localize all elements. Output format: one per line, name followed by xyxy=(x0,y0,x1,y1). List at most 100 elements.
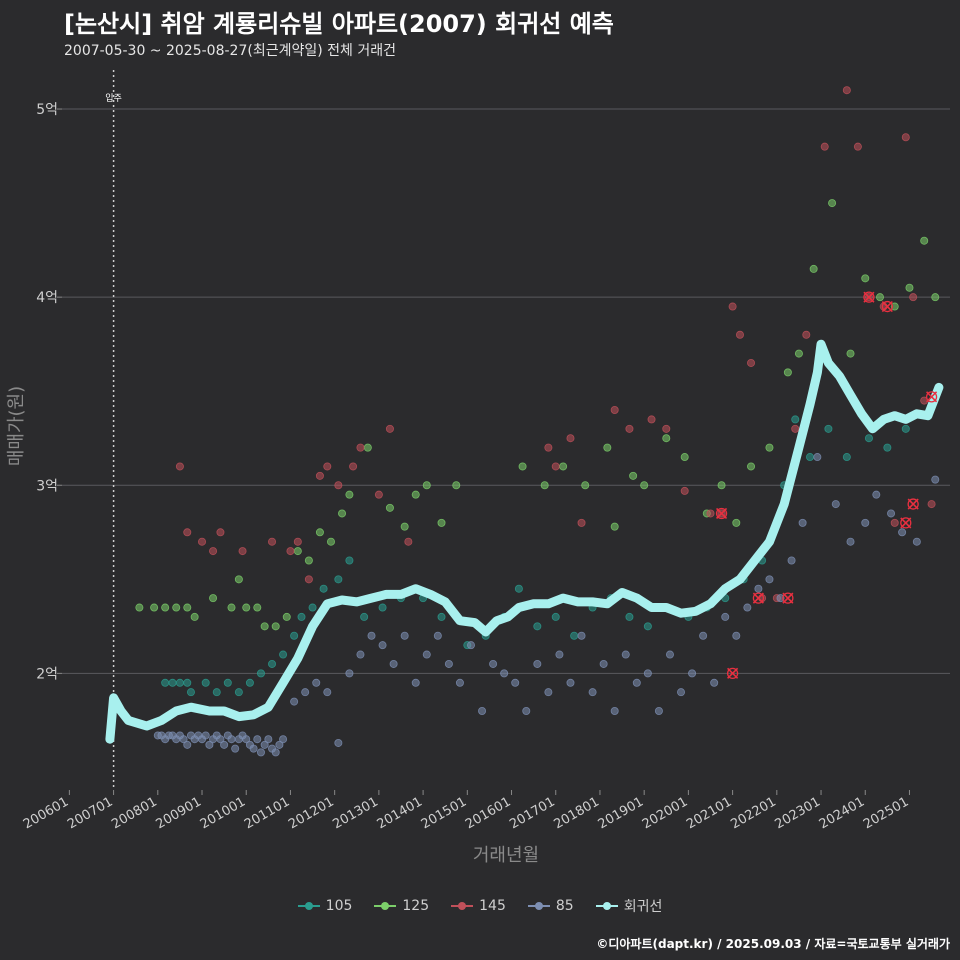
point-85 xyxy=(861,518,870,527)
point-105 xyxy=(514,584,523,593)
legend-item-125: 125 xyxy=(374,896,429,916)
point-85 xyxy=(798,518,807,527)
point-125 xyxy=(809,264,818,273)
x-tick-label: 200901 xyxy=(154,794,204,832)
x-axis-title: 거래년월 xyxy=(473,845,539,866)
point-85 xyxy=(872,490,881,499)
chart-title: [논산시] 취암 계룡리슈빌 아파트(2007) 회귀선 예측 xyxy=(64,10,614,38)
x-tick-label: 202201 xyxy=(728,794,778,832)
legend-item-85: 85 xyxy=(527,896,574,916)
point-85 xyxy=(356,650,365,659)
point-85 xyxy=(433,631,442,640)
point-125 xyxy=(271,622,280,631)
point-125 xyxy=(422,481,431,490)
highlight-cross xyxy=(782,592,794,604)
point-125 xyxy=(190,612,199,621)
highlight-ring xyxy=(752,592,765,604)
point-145 xyxy=(927,500,936,509)
point-125 xyxy=(338,509,347,518)
point-145 xyxy=(183,528,192,537)
highlight-ring xyxy=(715,507,728,520)
y-tick-label: 2억 xyxy=(36,666,58,682)
point-85 xyxy=(216,735,225,744)
point-85 xyxy=(411,678,420,687)
point-105 xyxy=(308,603,317,612)
point-125 xyxy=(931,293,940,302)
point-145 xyxy=(374,490,383,499)
highlight-ring xyxy=(726,667,739,680)
point-85 xyxy=(721,612,730,621)
point-145 xyxy=(842,86,851,95)
point-125 xyxy=(326,537,335,546)
footer-credit: ©디아파트(dapt.kr) / 2025.09.03 / 자료=국토교통부 실… xyxy=(596,937,950,951)
point-145 xyxy=(268,537,277,546)
point-145 xyxy=(216,528,225,537)
x-tick-label: 201401 xyxy=(375,794,425,832)
legend-key-regression xyxy=(595,900,618,912)
highlight-marker xyxy=(863,291,875,303)
point-85 xyxy=(765,575,774,584)
point-125 xyxy=(640,481,649,490)
point-85 xyxy=(201,731,210,740)
point-125 xyxy=(581,481,590,490)
legend-label-125: 125 xyxy=(402,898,430,914)
point-125 xyxy=(452,481,461,490)
point-85 xyxy=(345,669,354,678)
point-85 xyxy=(249,744,258,753)
point-85 xyxy=(846,537,855,546)
point-125 xyxy=(875,293,884,302)
point-145 xyxy=(238,547,247,556)
point-85 xyxy=(887,509,896,518)
point-125 xyxy=(209,594,218,603)
point-105 xyxy=(901,424,910,433)
point-105 xyxy=(290,631,299,640)
point-145 xyxy=(909,293,918,302)
highlight-marker xyxy=(715,507,728,520)
point-105 xyxy=(201,678,210,687)
point-85 xyxy=(275,740,284,749)
point-105 xyxy=(212,688,221,697)
point-125 xyxy=(559,462,568,471)
point-85 xyxy=(776,594,785,603)
point-125 xyxy=(747,462,756,471)
point-125 xyxy=(603,443,612,452)
highlight-marker xyxy=(752,592,765,604)
point-125 xyxy=(518,462,527,471)
point-85 xyxy=(312,678,321,687)
point-105 xyxy=(168,678,177,687)
point-85 xyxy=(220,740,229,749)
point-85 xyxy=(931,475,940,484)
chart-subtitle: 2007-05-30 ~ 2025-08-27(최근계약일) 전체 거래건 xyxy=(64,43,396,59)
point-125 xyxy=(315,528,324,537)
point-125 xyxy=(227,603,236,612)
point-85 xyxy=(577,631,586,640)
point-145 xyxy=(625,424,634,433)
point-85 xyxy=(677,688,686,697)
point-125 xyxy=(282,612,291,621)
point-145 xyxy=(175,462,184,471)
point-145 xyxy=(209,547,218,556)
point-105 xyxy=(223,678,232,687)
point-145 xyxy=(802,330,811,339)
point-125 xyxy=(717,481,726,490)
point-125 xyxy=(234,575,243,584)
point-105 xyxy=(378,603,387,612)
point-125 xyxy=(345,490,354,499)
point-145 xyxy=(791,424,800,433)
x-tick-label: 200601 xyxy=(21,794,71,832)
point-125 xyxy=(610,522,619,531)
point-85 xyxy=(227,735,236,744)
point-85 xyxy=(831,500,840,509)
point-145 xyxy=(198,537,207,546)
legend-label-145: 145 xyxy=(479,898,506,914)
point-105 xyxy=(805,453,814,462)
point-125 xyxy=(400,522,409,531)
point-105 xyxy=(186,688,195,697)
point-145 xyxy=(820,142,829,151)
point-85 xyxy=(179,735,188,744)
point-145 xyxy=(853,142,862,151)
point-125 xyxy=(828,199,837,208)
highlight-ring xyxy=(907,498,919,510)
point-125 xyxy=(385,503,394,512)
